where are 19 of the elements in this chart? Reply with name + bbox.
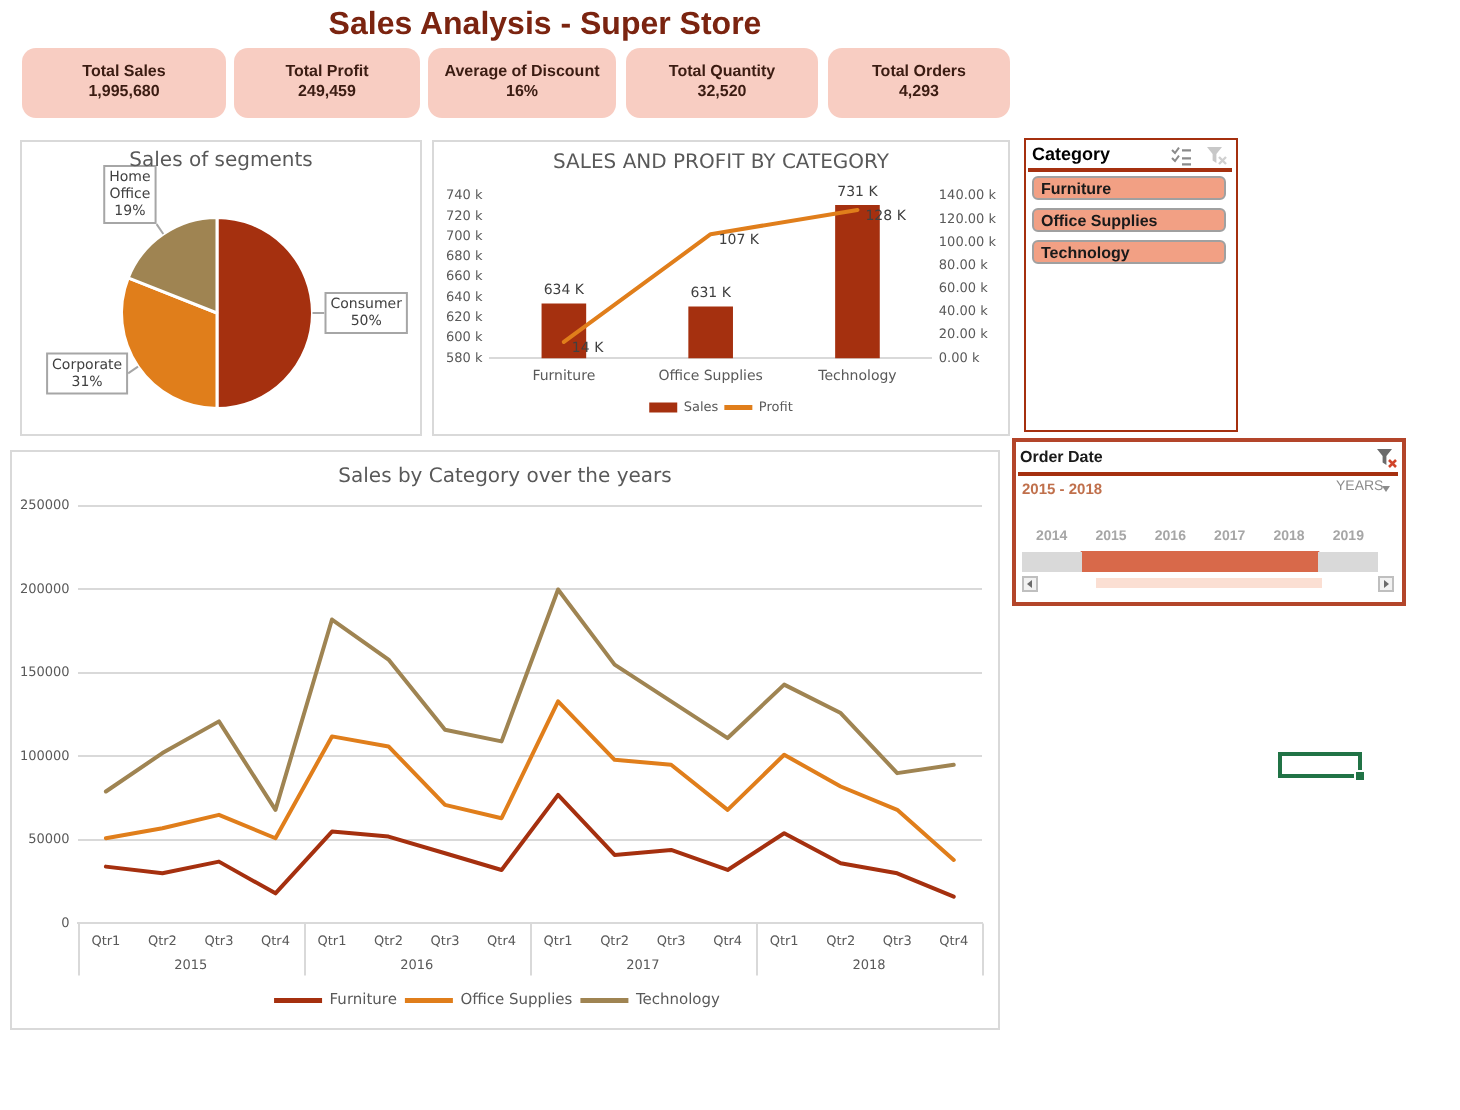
text: Total Sales — [82, 62, 166, 80]
text: 249,459 — [298, 82, 356, 100]
filter-button: Furniture — [1031, 175, 1225, 200]
chart-title: Sales of segments — [129, 150, 313, 172]
text: Total Orders — [872, 62, 966, 80]
chart-title: Sales by Category over the years — [338, 466, 672, 488]
text: Total Profit — [285, 62, 369, 80]
filter-button: Office Supplies — [1031, 207, 1225, 232]
text: 16% — [505, 82, 539, 100]
text: Average of Discount — [444, 62, 600, 80]
text: Total Quantity — [668, 62, 776, 80]
text: Sales Analysis - Super Store — [328, 8, 762, 44]
chart-title: SALES AND PROFIT BY CATEGORY — [553, 152, 889, 174]
text: Category — [1032, 144, 1111, 164]
text: 1,995,680 — [88, 82, 160, 100]
chart-title: Order Date — [1020, 448, 1103, 466]
text: 4,293 — [898, 82, 940, 100]
filter-button: Technology — [1031, 239, 1225, 264]
text: 32,520 — [697, 82, 747, 100]
